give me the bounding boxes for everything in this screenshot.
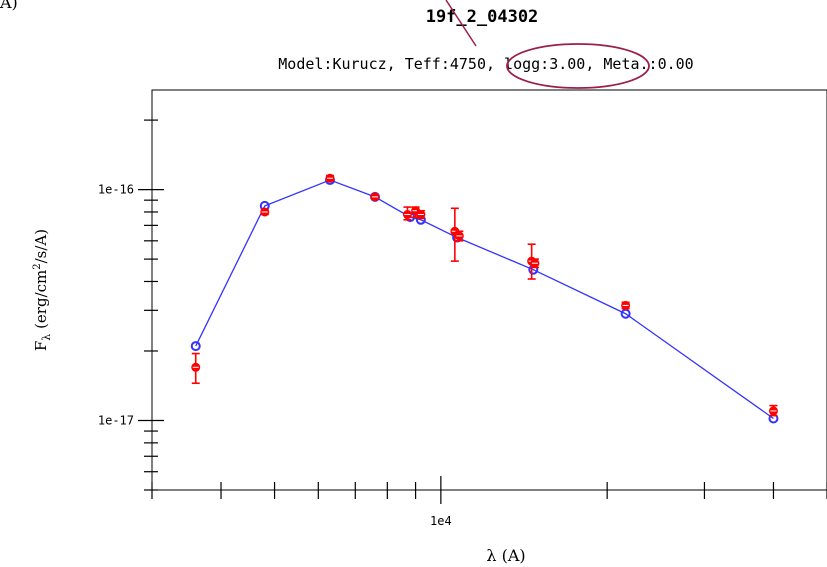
- annotation-highlight-ellipse: [506, 43, 650, 89]
- x-axis-title: λ (A): [486, 546, 525, 565]
- plot-frame: [151, 89, 827, 491]
- observed-series: [191, 173, 778, 417]
- model-series: [190, 175, 779, 424]
- corner-label: A): [0, 0, 18, 12]
- y-tick-label: 1e-16: [98, 183, 134, 197]
- model-point: [190, 341, 201, 352]
- y-axis-title: Fλ (erg/cm2/s/A): [32, 229, 53, 351]
- x-tick-label: 1e4: [430, 514, 452, 528]
- axes-layer: 1e4 1e-16 1e-17: [98, 119, 827, 528]
- annotation-pointer-line: [445, 0, 477, 47]
- chart-subtitle: Model:Kurucz, Teff:4750, logg:3.00, Meta…: [278, 55, 693, 73]
- y-tick-label: 1e-17: [98, 413, 134, 427]
- chart-title: 19f_2_04302: [426, 7, 539, 27]
- model-line: [195, 179, 774, 420]
